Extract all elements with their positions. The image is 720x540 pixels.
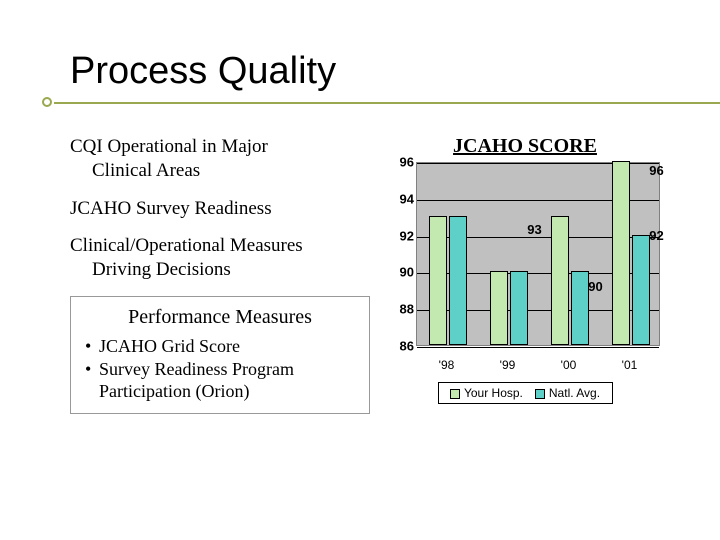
- left-column: CQI Operational in Major Clinical Areas …: [70, 135, 370, 414]
- y-tick: 92: [390, 228, 414, 243]
- jcaho-chart: 93 90 96 92 86 88 90 92 94 96 '98 '99 '00 '01: [390, 162, 660, 372]
- text: CQI Operational in Major: [70, 136, 268, 157]
- right-column: JCAHO SCORE 93 90 96 92 86 88 90 92 94 96 '98 '99…: [390, 135, 660, 414]
- bar: [551, 216, 569, 345]
- bar: [632, 235, 650, 345]
- perf-bullet: JCAHO Grid Score: [85, 336, 359, 358]
- perf-list: JCAHO Grid Score Survey Readiness Progra…: [81, 336, 359, 403]
- legend-swatch-icon: [535, 389, 545, 399]
- legend-label: Your Hosp.: [464, 386, 523, 400]
- text: JCAHO Survey Readiness: [70, 198, 272, 219]
- chart-title: JCAHO SCORE: [390, 135, 660, 158]
- bullet-clinical-measures: Clinical/Operational Measures Driving De…: [70, 234, 370, 282]
- legend-label: Natl. Avg.: [549, 386, 600, 400]
- bullet-cqi: CQI Operational in Major Clinical Areas: [70, 135, 370, 183]
- text: Clinical/Operational Measures: [70, 235, 303, 256]
- data-label: 93: [527, 222, 541, 237]
- bullet-jcaho-readiness: JCAHO Survey Readiness: [70, 197, 370, 221]
- bar: [429, 216, 447, 345]
- legend-swatch-icon: [450, 389, 460, 399]
- y-tick: 86: [390, 339, 414, 354]
- bar: [449, 216, 467, 345]
- legend-item: Your Hosp.: [450, 386, 523, 400]
- bar: [571, 271, 589, 345]
- y-tick: 96: [390, 155, 414, 170]
- chart-legend: Your Hosp. Natl. Avg.: [438, 382, 613, 404]
- x-tick: '99: [500, 358, 516, 372]
- title-underline: [70, 99, 660, 111]
- x-tick: '01: [622, 358, 638, 372]
- data-label: 92: [649, 228, 663, 243]
- x-tick: '98: [439, 358, 455, 372]
- performance-measures-box: Performance Measures JCAHO Grid Score Su…: [70, 296, 370, 414]
- text: Driving Decisions: [92, 258, 370, 282]
- bar: [490, 271, 508, 345]
- y-tick: 94: [390, 191, 414, 206]
- slide-title: Process Quality: [70, 50, 660, 93]
- bar: [510, 271, 528, 345]
- data-label: 90: [588, 279, 602, 294]
- plot-area: 93 90 96 92: [416, 162, 660, 346]
- perf-title: Performance Measures: [81, 305, 359, 330]
- y-tick: 88: [390, 302, 414, 317]
- x-tick: '00: [561, 358, 577, 372]
- text: Clinical Areas: [92, 159, 370, 183]
- perf-bullet: Survey Readiness Program Participation (…: [85, 359, 359, 402]
- y-tick: 90: [390, 265, 414, 280]
- data-label: 96: [649, 163, 663, 178]
- bar: [612, 161, 630, 345]
- legend-item: Natl. Avg.: [535, 386, 600, 400]
